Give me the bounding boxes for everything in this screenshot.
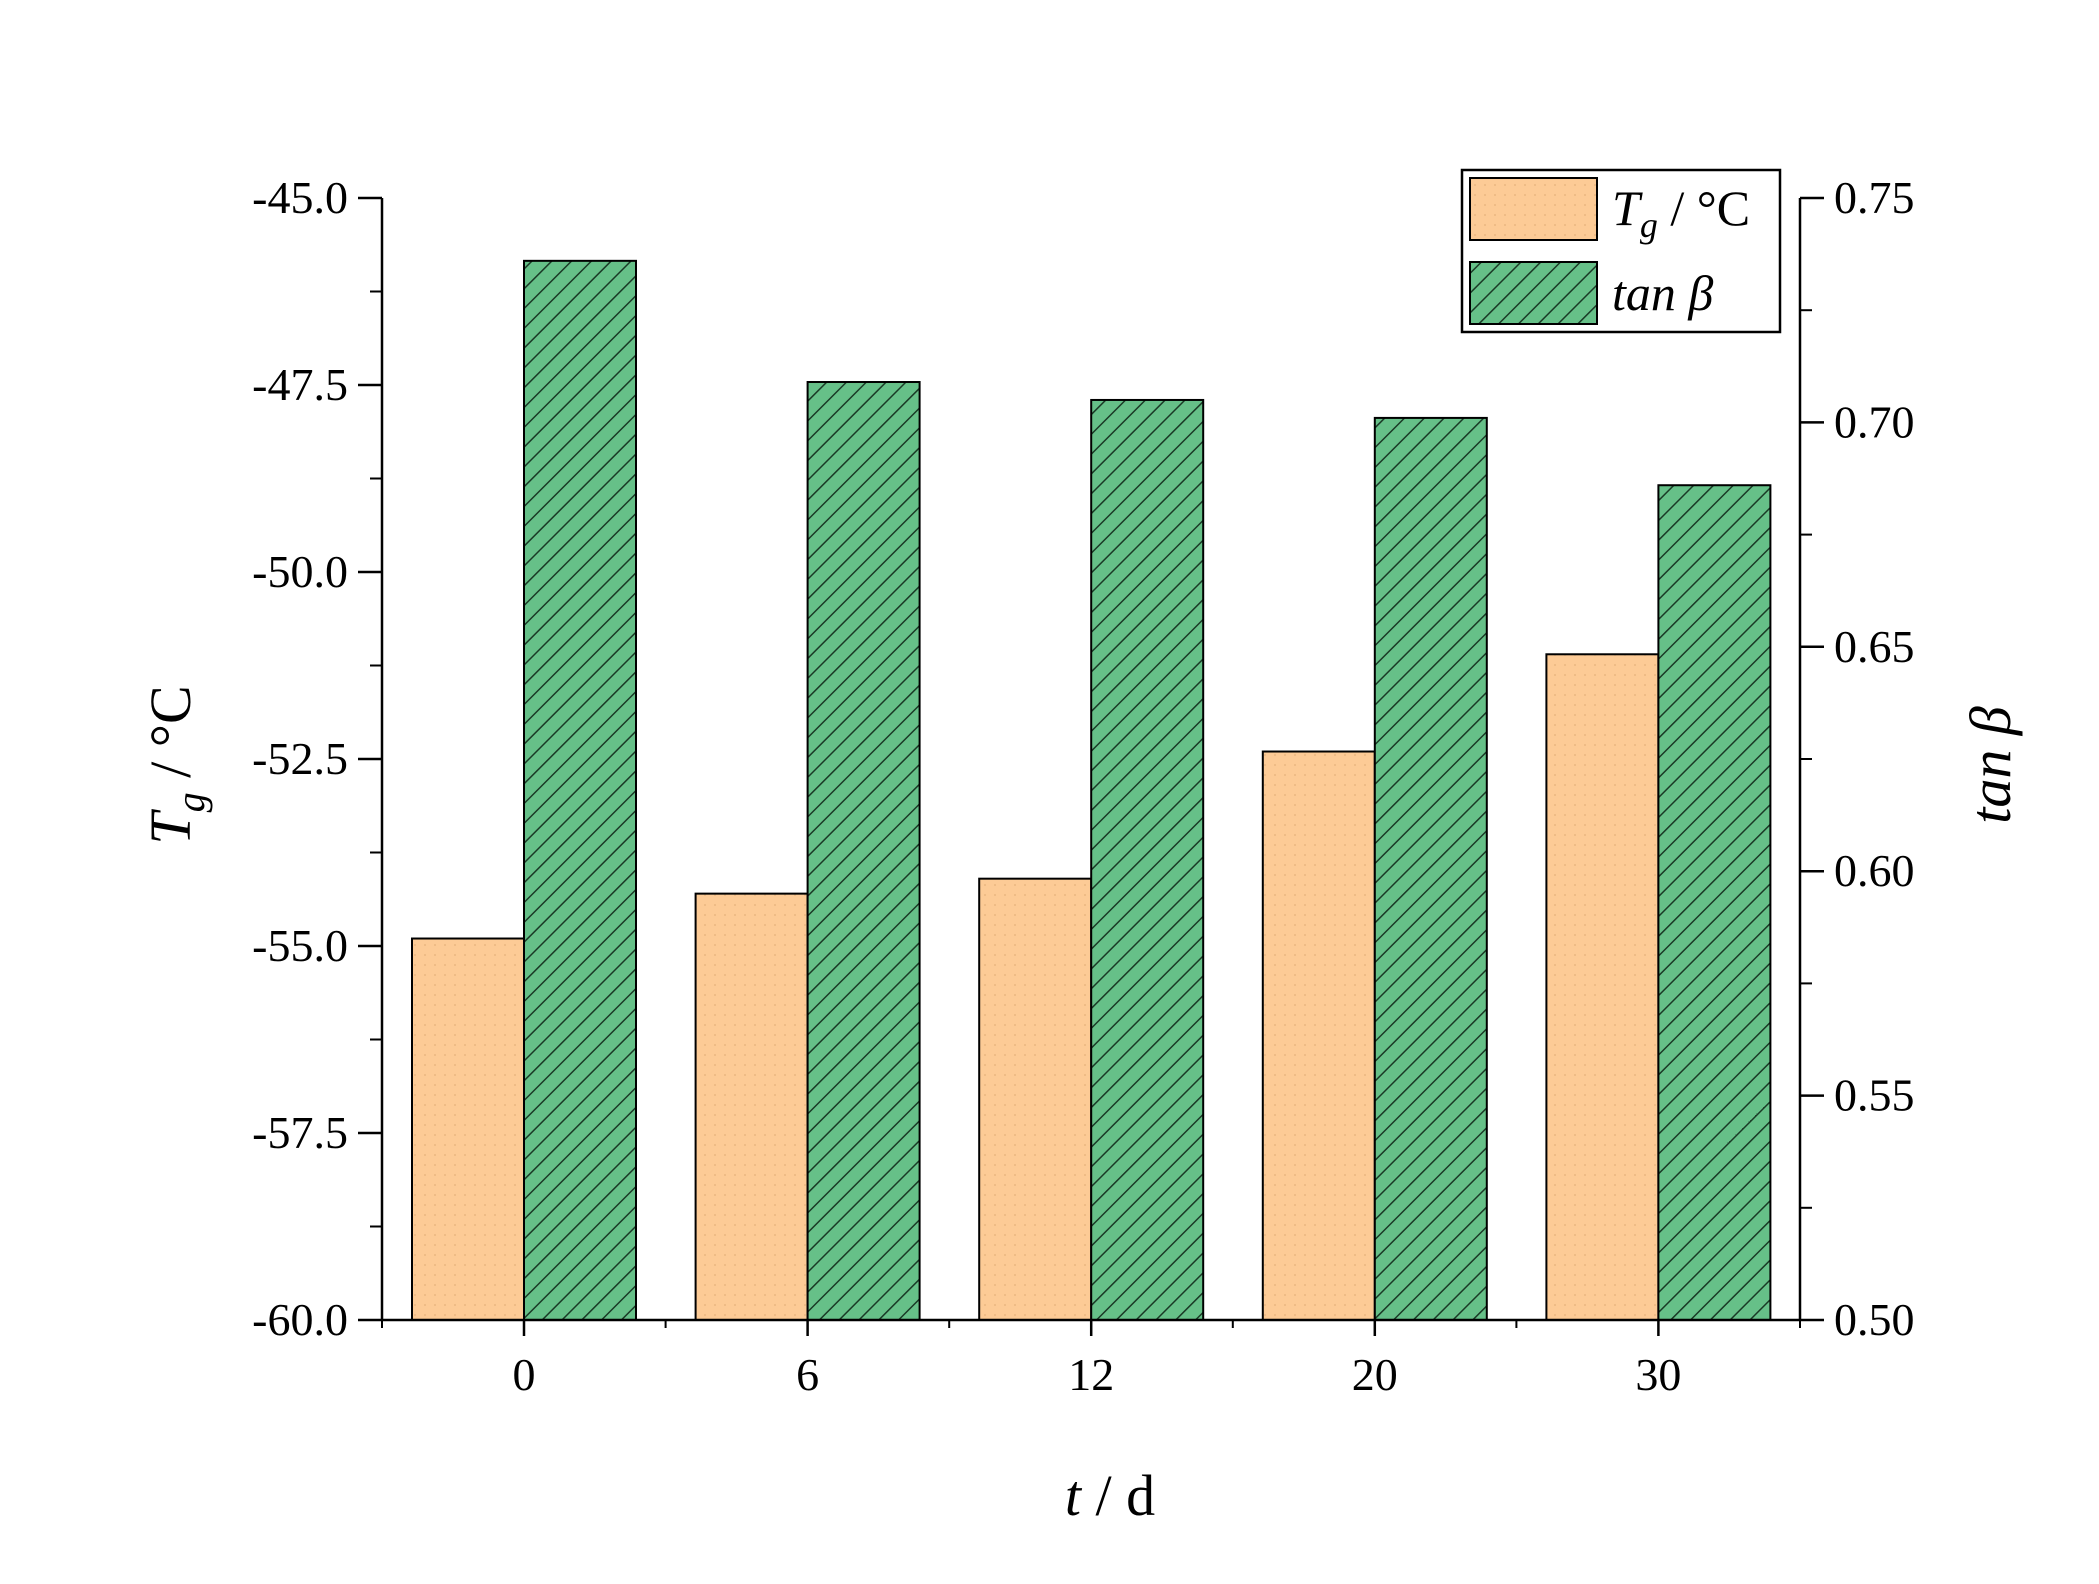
legend-label-tanb: tan β [1612,265,1713,321]
y-left-tick-label: -47.5 [252,359,348,410]
bar-tanb-0 [523,259,637,1321]
bar-tg-20 [1261,750,1376,1321]
x-tick-label: 6 [796,1349,819,1400]
y-right-tick-label: 0.75 [1834,172,1915,223]
bar-tg-12 [978,877,1093,1321]
bar-tanb-30 [1657,484,1772,1321]
bar-tanb-12 [1090,398,1205,1321]
bar-tanb-20 [1373,416,1488,1321]
y-right-tick-label: 0.60 [1834,845,1915,896]
legend-label-tg: Tg / °C [1612,180,1750,245]
y-right-tick-label: 0.70 [1834,396,1915,447]
x-tick-label: 30 [1635,1349,1681,1400]
x-axis-title: t / d [1065,1463,1155,1528]
legend: Tg / °C tan β [1460,168,1782,334]
bar-tanb-6 [806,381,921,1321]
y-left-tick-label: -57.5 [252,1107,348,1158]
legend-swatch-tg [1469,177,1598,241]
y-right-tick-label: 0.50 [1834,1294,1915,1345]
axes: 0 6 12 20 30 -60.0 -57.5 -55.0 -52.5 -50.0 -47.5 -4… [252,172,1914,1400]
y-right-tick-label: 0.55 [1834,1070,1915,1121]
y-left-tick-label: -45.0 [252,172,348,223]
y-left-tick-label: -52.5 [252,733,348,784]
bar-tg-6 [694,892,809,1321]
x-tick-label: 0 [513,1349,536,1400]
y-left-tick-label: -60.0 [252,1294,348,1345]
bar-tg-0 [411,937,525,1322]
bars [411,259,1772,1322]
y-axis-left-title: Tg / °C [138,685,213,844]
legend-swatch-tanb [1469,261,1598,325]
y-left-tick-label: -50.0 [252,546,348,597]
bar-tg-30 [1545,653,1660,1321]
y-right-tick-label: 0.65 [1834,621,1915,672]
x-tick-label: 20 [1352,1349,1398,1400]
y-axis-right-title: tan β [1958,706,2023,824]
x-tick-label: 12 [1068,1349,1114,1400]
y-left-tick-label: -55.0 [252,920,348,971]
